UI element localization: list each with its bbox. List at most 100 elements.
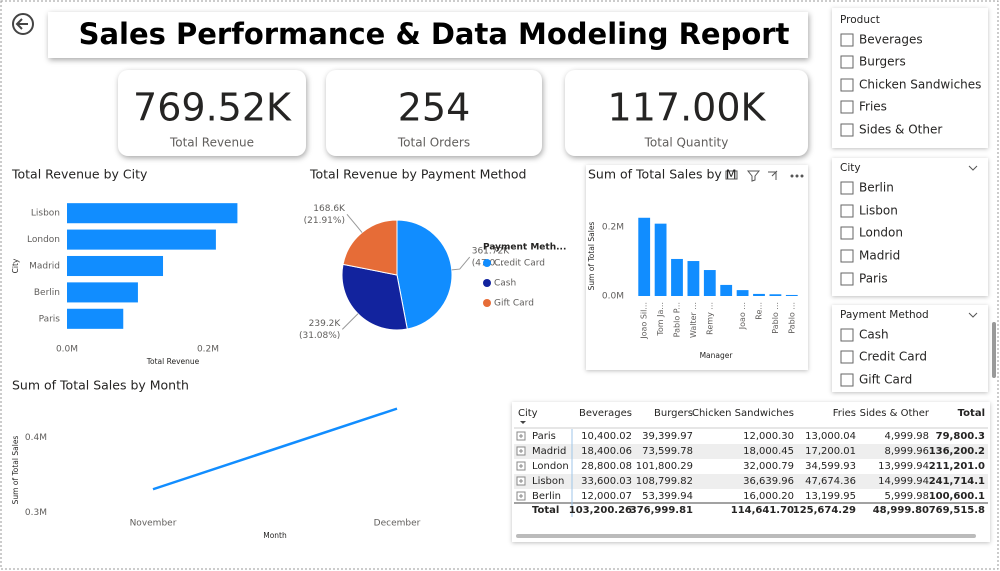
charts: Total Revenue by City Total Revenue City 0.… (11, 167, 798, 540)
y-tick-label: 0.0M (602, 292, 624, 302)
kpi-label: Total Quantity (644, 136, 729, 150)
table-cell: 5,999.98 (884, 491, 929, 502)
expand-plus[interactable] (519, 464, 523, 468)
checkbox[interactable] (840, 204, 854, 218)
data-label: 239.2K (309, 319, 342, 329)
slicer-panel (832, 305, 988, 392)
y-tick-label: Madrid (29, 262, 60, 272)
column-header: Beverages (579, 408, 632, 419)
chart-title: Sum of Total Sales by Month (12, 378, 189, 393)
table-cell: 13,000.04 (805, 431, 856, 442)
table-cell: 18,400.06 (581, 446, 632, 457)
y-tick-label: Lisbon (31, 209, 60, 219)
checkbox[interactable] (840, 373, 854, 387)
x-axis-label: Manager (700, 351, 734, 360)
table-cell: 4,999.98 (884, 431, 929, 442)
chart-title: Total Revenue by City (11, 167, 148, 182)
bar (67, 229, 216, 250)
checkbox[interactable] (840, 249, 854, 263)
expand-plus[interactable] (519, 449, 523, 453)
bar (753, 293, 765, 296)
y-axis-label: Sum of Total Sales (587, 222, 596, 291)
y-tick-label: London (27, 235, 60, 245)
checkbox[interactable] (840, 78, 854, 92)
leader-line (451, 256, 471, 271)
slicer-chevron[interactable] (968, 312, 978, 318)
slicer-item[interactable]: Credit Card (859, 350, 927, 364)
table-cell: 12,000.30 (743, 431, 794, 442)
expand-plus[interactable] (519, 494, 523, 498)
column-header: Burgers (654, 408, 693, 419)
table-cell: 12,000.07 (581, 491, 632, 502)
table-cell: 16,000.20 (743, 491, 794, 502)
bar (703, 270, 716, 296)
slicer-title: Product (840, 14, 880, 26)
slicer-item[interactable]: Fries (859, 100, 887, 114)
table-cell: 53,399.94 (642, 491, 693, 502)
x-tick-label: Joao ... (738, 302, 747, 330)
x-tick-label: Pablo ... (771, 302, 780, 334)
table-cell: Berlin (532, 491, 561, 502)
y-tick-label: 0.3M (25, 508, 47, 518)
slicer-item[interactable]: Lisbon (859, 204, 898, 218)
table-cell: 33,600.03 (581, 476, 632, 487)
checkbox[interactable] (840, 123, 854, 137)
expand-plus[interactable] (519, 434, 523, 438)
slicer-area: Product Beverages Burgers Chicken Sandwiche… (832, 8, 996, 392)
slicer-item[interactable]: Burgers (859, 55, 906, 69)
sort-arrow (520, 421, 526, 424)
table-cell: 13,999.94 (878, 461, 929, 472)
slicer-item[interactable]: Chicken Sandwiches (859, 78, 981, 92)
legend-marker (483, 299, 491, 307)
total-cell: 125,674.29 (793, 505, 856, 516)
checkbox[interactable] (840, 350, 854, 364)
total-cell: 769,515.8 (929, 505, 985, 516)
bar (654, 223, 667, 296)
slicer-chevron[interactable] (968, 165, 978, 171)
visual-icons[interactable] (725, 170, 804, 182)
scrollbar (992, 322, 996, 378)
kpi-card (565, 70, 808, 156)
bar (687, 261, 700, 296)
bar (769, 294, 782, 296)
back-button[interactable] (12, 13, 34, 35)
checkbox[interactable] (840, 55, 854, 69)
slicer-item[interactable]: Berlin (859, 181, 894, 195)
checkbox[interactable] (840, 181, 854, 195)
table-cell: 14,999.94 (878, 476, 929, 487)
checkbox[interactable] (840, 272, 854, 286)
bar (67, 282, 138, 303)
table-cell: Lisbon (532, 476, 564, 487)
table-cell: 39,399.97 (642, 431, 693, 442)
x-axis-label: Month (263, 531, 287, 540)
slicer-item[interactable]: Gift Card (859, 373, 912, 387)
slicer-item[interactable]: Beverages (859, 33, 923, 47)
bar (785, 294, 798, 296)
bar (67, 308, 124, 329)
slicer-item[interactable]: Madrid (859, 249, 900, 263)
table-cell: 36,639.96 (743, 476, 794, 487)
slicer-item[interactable]: Sides & Other (859, 123, 942, 137)
legend-label: Credit Card (494, 259, 545, 269)
y-tick-label: Paris (39, 314, 61, 324)
table-cell: 18,000.45 (743, 446, 794, 457)
y-tick-label: Berlin (34, 288, 60, 298)
x-tick-label: November (130, 519, 177, 529)
checkbox[interactable] (840, 226, 854, 240)
chart-title: Total Revenue by Payment Method (309, 167, 526, 182)
bar (736, 290, 749, 296)
checkbox[interactable] (840, 328, 854, 342)
checkbox[interactable] (840, 100, 854, 114)
row-band (514, 444, 988, 459)
checkbox[interactable] (840, 33, 854, 47)
bar (638, 217, 651, 296)
slicer-item[interactable]: Paris (859, 272, 888, 286)
expand-plus[interactable] (519, 479, 523, 483)
total-cell: 376,999.81 (630, 505, 693, 516)
slicer-item[interactable]: Cash (859, 328, 889, 342)
table-cell: London (532, 461, 569, 472)
table-cell: Paris (532, 431, 556, 442)
total-cell: 114,641.70 (731, 505, 794, 516)
slicer-item[interactable]: London (859, 226, 903, 240)
